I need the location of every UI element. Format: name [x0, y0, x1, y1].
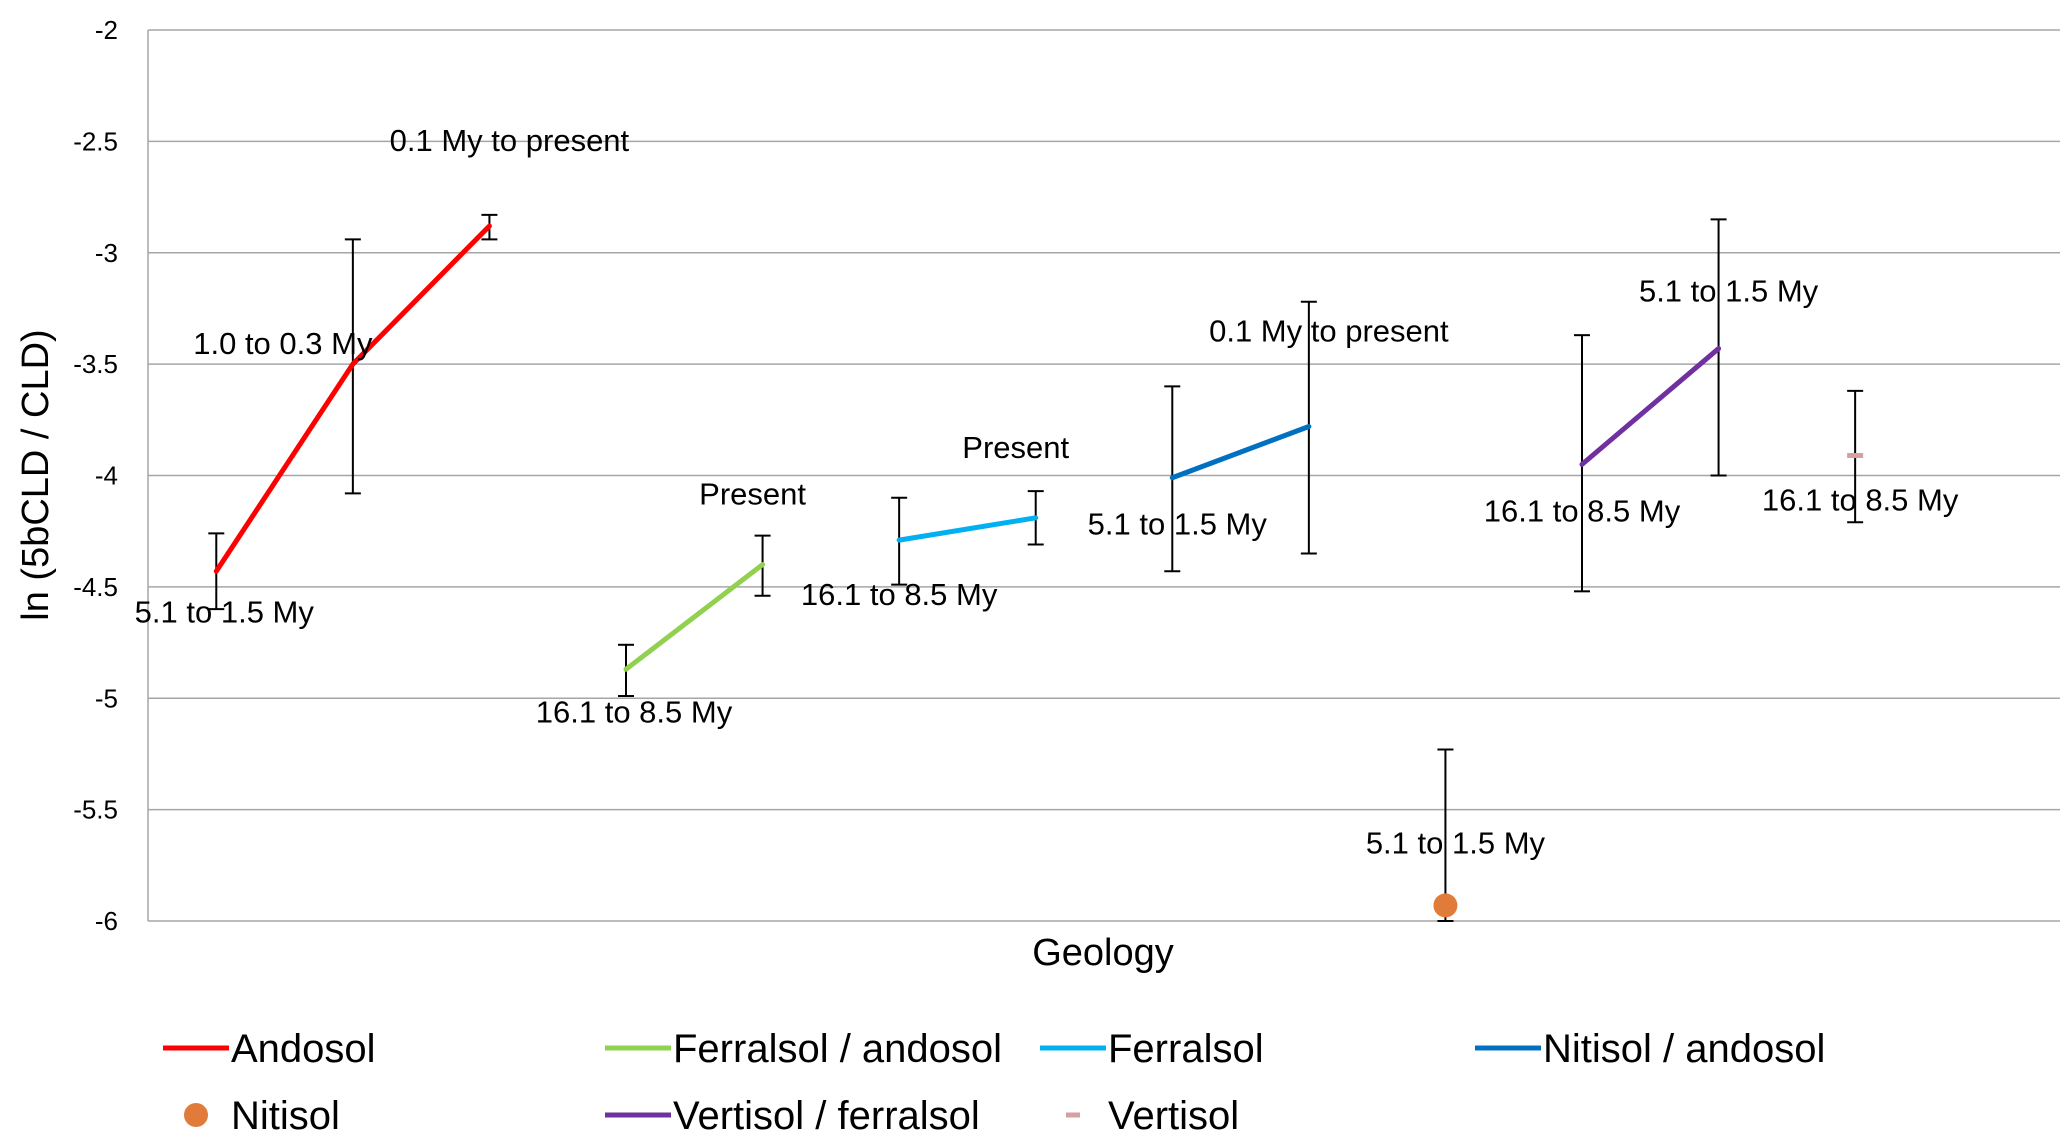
series-line: [1579, 346, 1722, 467]
y-tick-label: -6: [95, 906, 118, 936]
y-tick-label: -2: [95, 15, 118, 45]
series-line: [1169, 423, 1312, 481]
data-label: 1.0 to 0.3 My: [193, 326, 373, 361]
legend-label: Nitisol: [231, 1094, 340, 1138]
series-line: [896, 515, 1039, 543]
legend-swatch: [184, 1103, 208, 1127]
legend-label: Vertisol / ferralsol: [673, 1094, 980, 1138]
y-tick-label: -3.5: [73, 349, 118, 379]
series-line: [213, 223, 492, 574]
legend: Andosol Ferralsol / andosol Ferralsol Nitis…: [163, 1027, 1825, 1138]
data-label: 5.1 to 1.5 My: [1088, 507, 1268, 542]
label-layer: 5.1 to 1.5 My 1.0 to 0.3 My 0.1 My to pres…: [135, 123, 1959, 860]
legend-item: Ferralsol: [1040, 1027, 1264, 1071]
y-tick-label: -3: [95, 238, 118, 268]
y-tick-label: -4: [95, 461, 118, 491]
legend-item: Andosol: [163, 1027, 376, 1071]
x-axis-title: Geology: [1032, 932, 1174, 974]
data-point: [1433, 893, 1458, 918]
data-label: 5.1 to 1.5 My: [135, 594, 315, 629]
legend-item: Vertisol: [1066, 1094, 1239, 1138]
legend-item: Ferralsol / andosol: [605, 1027, 1002, 1071]
data-label: Present: [699, 477, 806, 512]
data-layer: [208, 213, 1864, 922]
y-tick-label: -5.5: [73, 795, 118, 825]
data-label: 5.1 to 1.5 My: [1366, 825, 1546, 860]
grid-layer: [148, 29, 2060, 811]
legend-label: Ferralsol: [1108, 1027, 1264, 1071]
data-label: 16.1 to 8.5 My: [1484, 493, 1681, 528]
legend-label: Ferralsol / andosol: [673, 1027, 1002, 1071]
legend-item: Vertisol / ferralsol: [605, 1094, 980, 1138]
data-label: 5.1 to 1.5 My: [1639, 274, 1819, 309]
legend-label: Nitisol / andosol: [1543, 1027, 1825, 1071]
legend-label: Vertisol: [1108, 1094, 1239, 1138]
data-label: 0.1 My to present: [1209, 313, 1449, 348]
y-tick-label: -5: [95, 683, 118, 713]
legend-item: Nitisol / andosol: [1475, 1027, 1825, 1071]
axis-layer: -2 -2.5 -3 -3.5 -4 -4.5 -5 -5.5 -6: [73, 15, 2060, 936]
legend-item: Nitisol: [184, 1094, 340, 1138]
data-label: 0.1 My to present: [390, 123, 630, 158]
y-tick-label: -2.5: [73, 126, 118, 156]
data-label: Present: [962, 430, 1069, 465]
data-label: 16.1 to 8.5 My: [1762, 482, 1959, 517]
data-label: 16.1 to 8.5 My: [536, 694, 733, 729]
y-axis-title: ln (5bCLD / CLD): [15, 329, 57, 620]
y-tick-label: -4.5: [73, 572, 118, 602]
series-line: [623, 562, 766, 672]
legend-label: Andosol: [231, 1027, 376, 1071]
data-label: 16.1 to 8.5 My: [801, 577, 998, 612]
